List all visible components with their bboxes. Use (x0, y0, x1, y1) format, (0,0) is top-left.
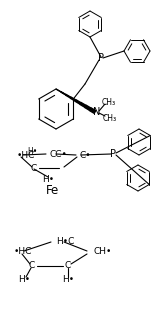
Polygon shape (80, 102, 86, 107)
Text: •HC: •HC (14, 248, 32, 256)
Text: P: P (98, 53, 104, 63)
Text: C: C (65, 261, 71, 270)
Polygon shape (85, 105, 91, 110)
Text: C•: C• (79, 150, 91, 159)
Text: CH₃: CH₃ (102, 98, 116, 107)
Polygon shape (56, 89, 61, 92)
Polygon shape (70, 97, 76, 101)
Text: C: C (29, 261, 35, 270)
Polygon shape (89, 108, 96, 113)
Text: •HC: •HC (17, 150, 35, 159)
Polygon shape (66, 94, 71, 98)
Text: H•C: H•C (56, 236, 74, 245)
Text: H•: H• (62, 274, 74, 283)
Text: CH₃: CH₃ (103, 113, 117, 122)
Polygon shape (75, 100, 81, 104)
Text: H•: H• (42, 175, 54, 184)
Text: N: N (93, 107, 101, 117)
Text: P: P (110, 149, 116, 159)
Text: CC•: CC• (49, 150, 67, 159)
Text: H•: H• (18, 274, 30, 283)
Polygon shape (61, 92, 66, 95)
Text: CH•: CH• (93, 248, 111, 256)
Text: Fe: Fe (45, 184, 59, 197)
Text: H•: H• (27, 146, 37, 155)
Text: C: C (31, 163, 37, 172)
